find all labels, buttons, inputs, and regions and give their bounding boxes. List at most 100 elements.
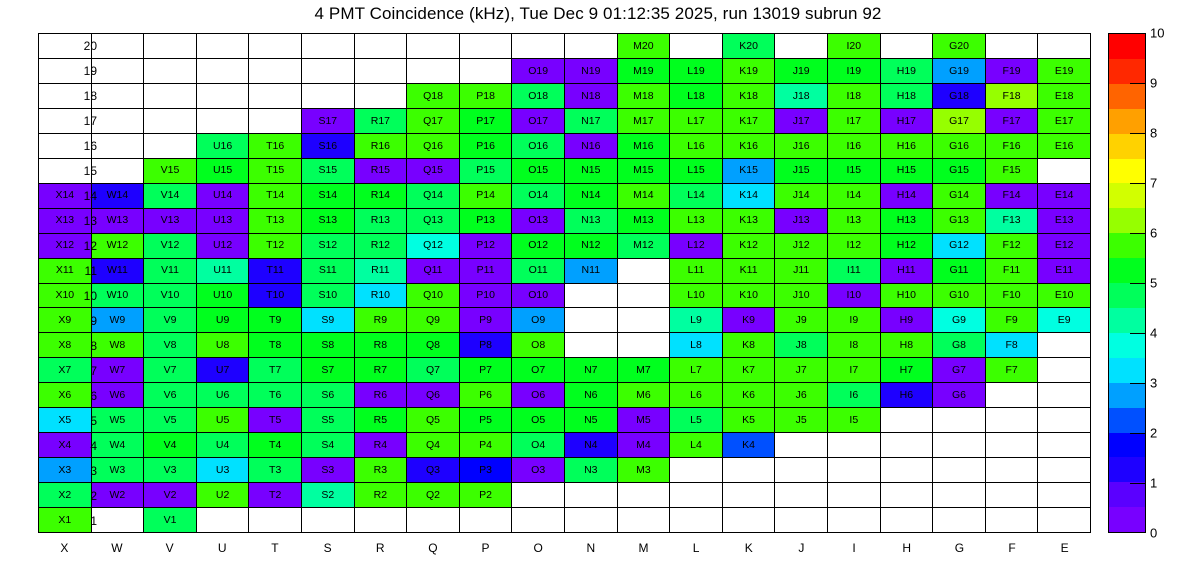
heatmap-cell: F15 xyxy=(985,158,1039,184)
heatmap-cell: K4 xyxy=(722,433,776,459)
heatmap-cell: U12 xyxy=(196,233,250,259)
colorbar-band xyxy=(1109,83,1145,109)
heatmap-cell: H18 xyxy=(880,83,934,109)
heatmap-cell: H8 xyxy=(880,333,934,359)
heatmap-cell: W5 xyxy=(91,408,145,434)
colorbar-band xyxy=(1109,432,1145,458)
heatmap-cell: P7 xyxy=(459,358,513,384)
y-axis-tick-label: 4 xyxy=(90,438,97,453)
heatmap-cell: O18 xyxy=(512,83,565,109)
heatmap-cell xyxy=(512,508,565,533)
heatmap-cell: Q14 xyxy=(407,183,460,209)
heatmap-cell: J10 xyxy=(775,283,828,309)
colorbar-band xyxy=(1109,233,1145,259)
heatmap-cell: W10 xyxy=(91,283,145,309)
heatmap-cell: T16 xyxy=(249,133,302,159)
heatmap-cell: H11 xyxy=(880,258,934,284)
heatmap-cell xyxy=(933,508,986,533)
heatmap-cell: Q5 xyxy=(407,408,460,434)
heatmap-cell: U15 xyxy=(196,158,250,184)
heatmap-cell: E17 xyxy=(1038,108,1091,134)
heatmap-cell xyxy=(827,508,881,533)
heatmap-cell: V5 xyxy=(144,408,197,434)
heatmap-cell xyxy=(196,58,250,84)
heatmap-cell xyxy=(985,408,1039,434)
heatmap-cell: L6 xyxy=(670,383,723,409)
x-axis-tick-label: Q xyxy=(428,541,438,555)
heatmap-cell: T13 xyxy=(249,208,302,234)
y-axis-tick-label: 17 xyxy=(83,113,97,128)
heatmap-cell: R15 xyxy=(354,158,408,184)
heatmap-cell: K17 xyxy=(722,108,776,134)
heatmap-cell xyxy=(407,34,460,59)
heatmap-cell: F9 xyxy=(985,308,1039,334)
x-axis-tick-label: J xyxy=(798,541,805,555)
heatmap-cell: O9 xyxy=(512,308,565,334)
heatmap-cell: U5 xyxy=(196,408,250,434)
heatmap-cell: J7 xyxy=(775,358,828,384)
heatmap-cell: Q4 xyxy=(407,433,460,459)
heatmap-cell: L4 xyxy=(670,433,723,459)
heatmap-cell: O17 xyxy=(512,108,565,134)
heatmap-cell: Q2 xyxy=(407,483,460,509)
heatmap-cell xyxy=(564,483,618,509)
y-axis-tick-label: 20 xyxy=(83,38,97,53)
heatmap-cell: N16 xyxy=(564,133,618,159)
heatmap-cell: X2 xyxy=(39,483,92,509)
heatmap-cell: G11 xyxy=(933,258,986,284)
heatmap-cell: U6 xyxy=(196,383,250,409)
heatmap-cell xyxy=(91,83,145,109)
heatmap-cell: P4 xyxy=(459,433,513,459)
heatmap-cell: T8 xyxy=(249,333,302,359)
colorbar-band xyxy=(1109,507,1145,533)
heatmap-cell: F12 xyxy=(985,233,1039,259)
heatmap-cell: N19 xyxy=(564,58,618,84)
y-axis-tick-label: 6 xyxy=(90,388,97,403)
heatmap-cell: S11 xyxy=(301,258,355,284)
heatmap-cell: T15 xyxy=(249,158,302,184)
heatmap-cell: P17 xyxy=(459,108,513,134)
heatmap-cell: V3 xyxy=(144,458,197,484)
heatmap-cell: J13 xyxy=(775,208,828,234)
heatmap-cell: O3 xyxy=(512,458,565,484)
heatmap-cell: T2 xyxy=(249,483,302,509)
heatmap-cell: H6 xyxy=(880,383,934,409)
colorbar-tick-label: 3 xyxy=(1150,375,1158,391)
heatmap-cell: X13 xyxy=(39,208,92,234)
heatmap-cell: Q18 xyxy=(407,83,460,109)
heatmap-cell: R9 xyxy=(354,308,408,334)
x-axis-tick-label: O xyxy=(533,541,543,555)
heatmap-cell: Q17 xyxy=(407,108,460,134)
heatmap-cell: M3 xyxy=(617,458,671,484)
heatmap-cell: F17 xyxy=(985,108,1039,134)
heatmap-cell: M13 xyxy=(617,208,671,234)
heatmap-cell: O4 xyxy=(512,433,565,459)
heatmap-cell: V7 xyxy=(144,358,197,384)
heatmap-cell xyxy=(301,83,355,109)
colorbar xyxy=(1108,33,1146,533)
heatmap-cell xyxy=(564,333,618,359)
heatmap-cell xyxy=(670,458,723,484)
heatmap-cell xyxy=(933,458,986,484)
heatmap-cell: P16 xyxy=(459,133,513,159)
heatmap-cell: I15 xyxy=(827,158,881,184)
heatmap-cell: S17 xyxy=(301,108,355,134)
colorbar-tick-label: 2 xyxy=(1150,425,1158,441)
colorbar-band xyxy=(1109,58,1145,84)
heatmap-cell: S13 xyxy=(301,208,355,234)
heatmap-cell: L17 xyxy=(670,108,723,134)
heatmap-cell xyxy=(617,483,671,509)
heatmap-cell: V13 xyxy=(144,208,197,234)
heatmap-cell: K19 xyxy=(722,58,776,84)
heatmap-cell: G16 xyxy=(933,133,986,159)
heatmap-cell: E10 xyxy=(1038,283,1091,309)
y-axis-tick-label: 12 xyxy=(83,238,97,253)
heatmap-cell: Q9 xyxy=(407,308,460,334)
heatmap-cell: L7 xyxy=(670,358,723,384)
heatmap-cell: P3 xyxy=(459,458,513,484)
colorbar-tick-mark xyxy=(1130,183,1146,184)
heatmap-cell: S14 xyxy=(301,183,355,209)
heatmap-cell: T11 xyxy=(249,258,302,284)
y-axis-tick-label: 15 xyxy=(83,163,97,178)
heatmap-cell: G9 xyxy=(933,308,986,334)
